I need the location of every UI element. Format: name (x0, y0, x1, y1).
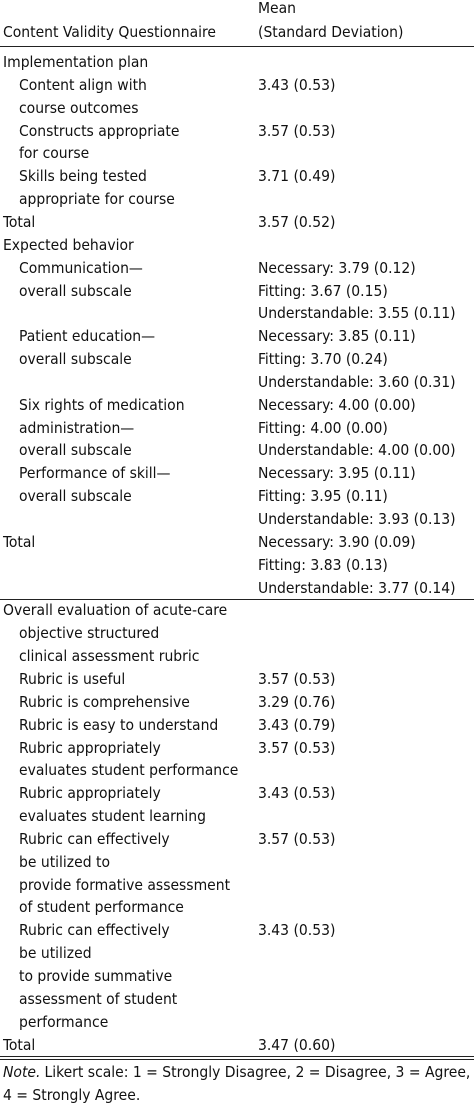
cell: Rubric can effectively (19, 829, 170, 848)
cell: Content align with (19, 75, 147, 94)
cell: Necessary: 3.95 (0.11) (258, 464, 416, 483)
cell: Understandable: 3.60 (0.31) (258, 372, 456, 391)
cell: assessment of student (19, 989, 178, 1008)
rule (0, 1058, 474, 1060)
cell: 3.29 (0.76) (258, 692, 336, 711)
header-cell: (Standard Deviation) (258, 23, 404, 41)
note-label: Note. (3, 1062, 41, 1081)
cell: administration— (19, 418, 135, 437)
cell: be utilized to (19, 852, 110, 871)
cell: 3.57 (0.53) (258, 738, 336, 757)
cell: performance (19, 1012, 109, 1031)
cell: Fitting: 3.95 (0.11) (258, 487, 388, 506)
cell: overall subscale (19, 350, 132, 369)
cell: Necessary: 3.79 (0.12) (258, 258, 416, 277)
cell: Performance of skill— (19, 464, 171, 483)
cell: Skills being tested (19, 167, 147, 186)
header-cell: Mean (258, 0, 297, 17)
cell: Fitting: 3.83 (0.13) (258, 555, 388, 574)
cell: Necessary: 3.90 (0.09) (258, 532, 416, 551)
cell: Understandable: 3.55 (0.11) (258, 304, 456, 323)
cell: Necessary: 3.85 (0.11) (258, 327, 416, 346)
cell: Fitting: 3.70 (0.24) (258, 350, 388, 369)
cell: Overall evaluation of acute-care (3, 601, 228, 620)
cell: overall subscale (19, 281, 132, 300)
cell: 3.43 (0.53) (258, 75, 336, 94)
cell: 3.57 (0.53) (258, 669, 336, 688)
cell: Total (3, 532, 36, 551)
cell: overall subscale (19, 487, 132, 506)
cell: 3.43 (0.53) (258, 921, 336, 940)
cell: appropriate for course (19, 190, 175, 209)
cell: for course (19, 144, 90, 163)
cell: Six rights of medication (19, 395, 185, 414)
note: Note. Likert scale: 1 = Strongly Disagree… (3, 1061, 471, 1107)
cell: overall subscale (19, 441, 132, 460)
cell: Implementation plan (3, 53, 149, 71)
cell: 3.47 (0.60) (258, 1035, 336, 1054)
cell: Rubric can effectively (19, 921, 170, 940)
cell: be utilized (19, 944, 92, 963)
cell: 3.43 (0.79) (258, 715, 336, 734)
rule (0, 598, 474, 600)
cell: 3.57 (0.53) (258, 829, 336, 848)
cell: Understandable: 3.93 (0.13) (258, 510, 456, 528)
cell: Rubric appropriately (19, 738, 161, 757)
cell: Constructs appropriate (19, 121, 180, 140)
cell: clinical assessment rubric (19, 647, 200, 666)
cell: Rubric is easy to understand (19, 715, 219, 734)
header-cell: Content Validity Questionnaire (3, 23, 216, 41)
cell: 3.71 (0.49) (258, 167, 336, 186)
cell: Fitting: 3.67 (0.15) (258, 281, 388, 300)
cell: Rubric is comprehensive (19, 692, 190, 711)
cell: provide formative assessment (19, 875, 231, 894)
cell: Patient education— (19, 327, 156, 346)
cell: 3.43 (0.53) (258, 784, 336, 803)
rule (0, 46, 474, 47)
cell: evaluates student learning (19, 807, 206, 826)
cell: Rubric appropriately (19, 784, 161, 803)
cell: Rubric is useful (19, 669, 126, 688)
cell: to provide summative (19, 967, 173, 985)
cell: Expected behavior (3, 235, 134, 254)
note-text: Likert scale: 1 = Strongly Disagree, 2 =… (3, 1062, 471, 1104)
cell: Total (3, 212, 36, 231)
cell: Necessary: 4.00 (0.00) (258, 395, 416, 414)
cell: Total (3, 1035, 36, 1054)
cell: Understandable: 3.77 (0.14) (258, 578, 456, 597)
cell: 3.57 (0.53) (258, 121, 336, 140)
cell: of student performance (19, 898, 184, 917)
cell: objective structured (19, 624, 160, 643)
cell: evaluates student performance (19, 761, 239, 780)
cell: Fitting: 4.00 (0.00) (258, 418, 388, 437)
rule (0, 1055, 474, 1057)
cell: 3.57 (0.52) (258, 212, 336, 231)
cell: Understandable: 4.00 (0.00) (258, 441, 456, 460)
cell: course outcomes (19, 98, 139, 117)
cell: Communication— (19, 258, 143, 277)
